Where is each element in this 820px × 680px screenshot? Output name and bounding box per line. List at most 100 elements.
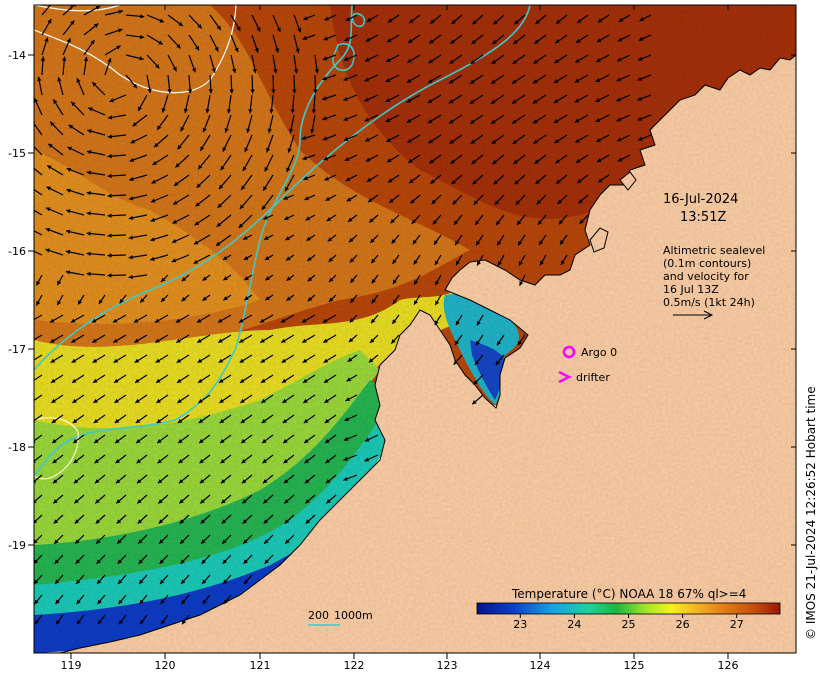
- velocity-arrowhead: [83, 56, 89, 62]
- velocity-arrowhead: [156, 398, 161, 403]
- velocity-arrowhead: [50, 358, 56, 363]
- velocity-arrowhead: [267, 128, 272, 134]
- velocity-arrowhead: [264, 167, 269, 172]
- velocity-arrowhead: [72, 418, 78, 423]
- velocity-arrowhead: [216, 25, 221, 30]
- velocity-arrowhead: [92, 338, 97, 343]
- colorbar-scale: [476, 602, 781, 615]
- velocity-arrowhead: [243, 539, 248, 544]
- velocity-arrowhead: [116, 519, 122, 524]
- velocity-arrowhead: [574, 118, 580, 123]
- drifter-label: drifter: [576, 371, 610, 384]
- velocity-arrowhead: [512, 119, 517, 124]
- velocity-arrowhead: [364, 77, 370, 82]
- velocity-arrowhead: [472, 180, 477, 185]
- velocity-arrowhead: [324, 176, 330, 181]
- velocity-arrowhead: [559, 240, 565, 245]
- velocity-arrowhead: [94, 438, 99, 444]
- velocity-arrowhead: [232, 68, 237, 74]
- velocity-arrowhead: [180, 559, 185, 564]
- velocity-arrow: [34, 434, 43, 442]
- velocity-arrowhead: [45, 207, 51, 212]
- velocity-arrowhead: [411, 219, 416, 224]
- velocity-arrowhead: [343, 76, 348, 81]
- velocity-arrowhead: [97, 579, 102, 584]
- velocity-arrowhead: [172, 238, 177, 243]
- velocity-arrowhead: [576, 38, 581, 43]
- velocity-arrowhead: [157, 458, 162, 464]
- velocity-arrowhead: [413, 259, 418, 265]
- velocity-arrowhead: [71, 358, 77, 363]
- velocity-arrowhead: [167, 89, 172, 94]
- legend-line-3: and velocity for: [663, 270, 749, 283]
- velocity-arrowhead: [94, 479, 100, 484]
- velocity-arrowhead: [107, 173, 112, 179]
- velocity-arrowhead: [54, 559, 59, 564]
- velocity-arrowhead: [90, 39, 95, 45]
- velocity-arrowhead: [305, 519, 311, 524]
- velocity-arrowhead: [435, 280, 440, 286]
- velocity-arrowhead: [140, 14, 145, 19]
- velocity-arrowhead: [325, 479, 331, 484]
- velocity-arrowhead: [96, 539, 101, 544]
- velocity-arrowhead: [68, 124, 74, 129]
- velocity-arrowhead: [86, 190, 91, 196]
- velocity-arrowhead: [498, 261, 502, 266]
- velocity-arrowhead: [637, 136, 643, 141]
- velocity-arrowhead: [302, 358, 308, 363]
- velocity-arrowhead: [50, 121, 55, 127]
- velocity-arrowhead: [283, 458, 288, 464]
- velocity-arrowhead: [51, 398, 56, 403]
- velocity-arrowhead: [265, 276, 270, 281]
- velocity-arrowhead: [191, 67, 196, 73]
- velocity-arrowhead: [553, 119, 559, 123]
- velocity-arrowhead: [371, 258, 376, 264]
- velocity-arrowhead: [452, 200, 458, 205]
- velocity-arrowhead: [244, 579, 249, 584]
- velocity-arrowhead: [66, 209, 71, 214]
- velocity-arrowhead: [171, 258, 177, 263]
- velocity-arrowhead: [304, 479, 310, 484]
- x-tick-label: 126: [718, 659, 739, 672]
- velocity-arrowhead: [150, 256, 155, 261]
- velocity-arrowhead: [574, 78, 580, 83]
- velocity-arrowhead: [221, 499, 226, 504]
- velocity-arrowhead: [114, 398, 119, 403]
- velocity-arrowhead: [65, 229, 71, 234]
- x-tick-label: 119: [61, 659, 82, 672]
- velocity-arrowhead: [92, 378, 98, 383]
- velocity-arrowhead: [617, 37, 623, 42]
- velocity-arrowhead: [264, 256, 270, 261]
- velocity-arrowhead: [180, 539, 185, 544]
- velocity-arrowhead: [344, 36, 350, 41]
- velocity-arrowhead: [135, 398, 140, 403]
- velocity-arrowhead: [371, 318, 376, 324]
- velocity-arrowhead: [176, 358, 182, 363]
- velocity-arrowhead: [414, 300, 419, 305]
- velocity-arrowhead: [406, 78, 412, 83]
- velocity-arrowhead: [343, 476, 348, 481]
- velocity-arrowhead: [616, 77, 622, 82]
- velocity-arrowhead: [113, 378, 119, 383]
- velocity-arrowhead: [324, 398, 329, 403]
- velocity-arrow: [34, 230, 43, 236]
- velocity-arrowhead: [220, 458, 225, 464]
- velocity-arrow: [34, 145, 43, 156]
- velocity-arrowhead: [50, 378, 56, 383]
- isobath-loop: [332, 43, 355, 72]
- velocity-arrowhead: [180, 126, 185, 132]
- velocity-arrowhead: [512, 79, 517, 84]
- velocity-arrowhead: [536, 200, 542, 205]
- velocity-arrowhead: [297, 27, 302, 33]
- velocity-arrowhead: [343, 96, 348, 101]
- velocity-arrowhead: [239, 358, 245, 363]
- velocity-arrowhead: [286, 256, 291, 261]
- map-date: 16-Jul-2024: [663, 192, 738, 207]
- velocity-arrowhead: [205, 108, 210, 114]
- velocity-arrowhead: [491, 119, 496, 124]
- velocity-arrowhead: [158, 519, 164, 524]
- velocity-arrowhead: [449, 79, 454, 84]
- velocity-arrowhead: [150, 198, 156, 203]
- velocity-arrowhead: [236, 26, 241, 31]
- velocity-arrowhead: [449, 139, 455, 144]
